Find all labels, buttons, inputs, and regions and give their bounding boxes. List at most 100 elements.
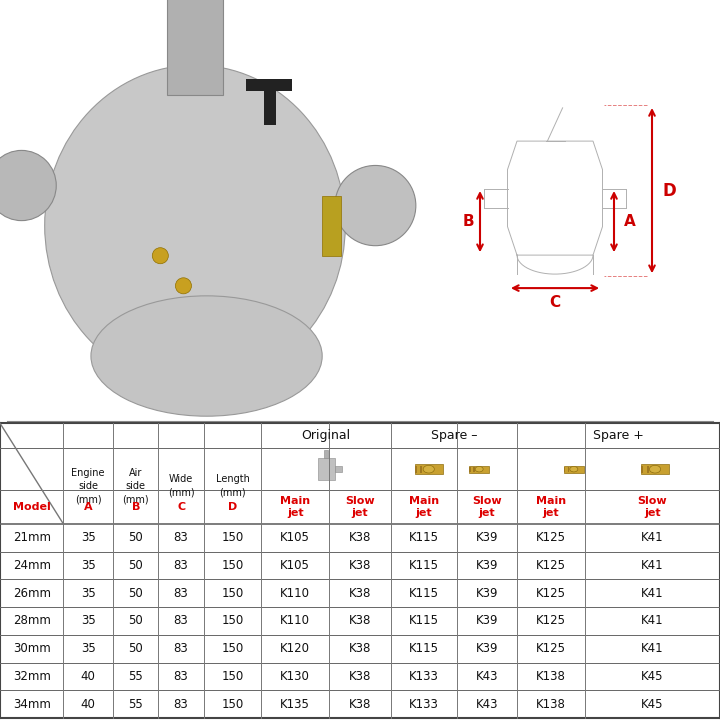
Text: Main
jet: Main jet bbox=[536, 496, 566, 518]
Text: C: C bbox=[549, 294, 561, 310]
Bar bbox=[469, 467, 471, 472]
Text: 150: 150 bbox=[222, 559, 243, 572]
Bar bbox=[264, 85, 276, 125]
Text: K43: K43 bbox=[476, 670, 498, 683]
Text: 55: 55 bbox=[128, 698, 143, 711]
Bar bbox=[564, 467, 565, 472]
Text: K120: K120 bbox=[280, 642, 310, 655]
Text: 35: 35 bbox=[81, 559, 96, 572]
Text: Original: Original bbox=[302, 429, 351, 442]
Text: Main
jet: Main jet bbox=[409, 496, 439, 518]
Text: K105: K105 bbox=[280, 559, 310, 572]
Bar bbox=[469, 466, 489, 472]
Text: K41: K41 bbox=[641, 642, 664, 655]
Text: K138: K138 bbox=[536, 698, 566, 711]
Text: 50: 50 bbox=[128, 531, 143, 544]
Text: K39: K39 bbox=[476, 531, 498, 544]
Text: K39: K39 bbox=[476, 642, 498, 655]
Text: Slow
jet: Slow jet bbox=[345, 496, 375, 518]
Text: K115: K115 bbox=[409, 642, 439, 655]
Text: 83: 83 bbox=[174, 614, 189, 627]
Text: 26mm: 26mm bbox=[13, 587, 50, 600]
Text: K138: K138 bbox=[536, 670, 566, 683]
Text: 150: 150 bbox=[222, 587, 243, 600]
Text: Slow
jet: Slow jet bbox=[637, 496, 667, 518]
Text: 150: 150 bbox=[222, 670, 243, 683]
Ellipse shape bbox=[423, 465, 434, 473]
Text: 21mm: 21mm bbox=[13, 531, 50, 544]
Text: K135: K135 bbox=[280, 698, 310, 711]
Text: Air
side
(mm): Air side (mm) bbox=[122, 468, 149, 504]
Bar bbox=[426, 466, 428, 472]
Text: A: A bbox=[84, 502, 92, 512]
Ellipse shape bbox=[0, 150, 56, 220]
Text: 34mm: 34mm bbox=[13, 698, 50, 711]
Text: Model: Model bbox=[13, 502, 50, 512]
Text: 30mm: 30mm bbox=[13, 642, 50, 655]
Text: 40: 40 bbox=[81, 670, 96, 683]
Text: K38: K38 bbox=[348, 698, 372, 711]
Text: Engine
side
(mm): Engine side (mm) bbox=[71, 468, 105, 504]
Text: K38: K38 bbox=[348, 614, 372, 627]
Text: K41: K41 bbox=[641, 587, 664, 600]
Text: Main
jet: Main jet bbox=[280, 496, 310, 518]
Bar bbox=[335, 467, 341, 472]
Text: K39: K39 bbox=[476, 614, 498, 627]
Ellipse shape bbox=[570, 467, 578, 472]
Text: 40: 40 bbox=[81, 698, 96, 711]
Text: K115: K115 bbox=[409, 614, 439, 627]
Text: K38: K38 bbox=[348, 531, 372, 544]
Circle shape bbox=[176, 278, 192, 294]
Bar bbox=[415, 464, 443, 474]
Text: K115: K115 bbox=[409, 559, 439, 572]
Text: 83: 83 bbox=[174, 531, 189, 544]
Bar bbox=[322, 196, 341, 256]
Text: K41: K41 bbox=[641, 559, 664, 572]
Text: 150: 150 bbox=[222, 531, 243, 544]
Bar bbox=[477, 467, 479, 472]
Text: K125: K125 bbox=[536, 559, 566, 572]
Text: K41: K41 bbox=[641, 531, 664, 544]
Bar bbox=[167, 0, 222, 95]
Text: 50: 50 bbox=[128, 587, 143, 600]
Text: K115: K115 bbox=[409, 587, 439, 600]
Text: 28mm: 28mm bbox=[13, 614, 50, 627]
Bar bbox=[572, 467, 573, 472]
Text: 50: 50 bbox=[128, 614, 143, 627]
Text: K39: K39 bbox=[476, 587, 498, 600]
Text: K125: K125 bbox=[536, 614, 566, 627]
Text: K110: K110 bbox=[280, 614, 310, 627]
Text: K125: K125 bbox=[536, 531, 566, 544]
Text: 50: 50 bbox=[128, 642, 143, 655]
Text: 83: 83 bbox=[174, 698, 189, 711]
Text: 32mm: 32mm bbox=[13, 670, 50, 683]
Text: K115: K115 bbox=[409, 531, 439, 544]
Text: K133: K133 bbox=[409, 670, 439, 683]
Text: B: B bbox=[462, 214, 474, 229]
Text: Length
(mm): Length (mm) bbox=[215, 474, 250, 498]
Text: K38: K38 bbox=[348, 559, 372, 572]
Text: K45: K45 bbox=[641, 698, 664, 711]
Text: K43: K43 bbox=[476, 698, 498, 711]
Text: K45: K45 bbox=[641, 670, 664, 683]
Text: Spare –: Spare – bbox=[431, 429, 477, 442]
Text: K110: K110 bbox=[280, 587, 310, 600]
Text: B: B bbox=[132, 502, 140, 512]
Text: K105: K105 bbox=[280, 531, 310, 544]
Ellipse shape bbox=[45, 65, 346, 386]
Text: 83: 83 bbox=[174, 587, 189, 600]
Bar bbox=[647, 466, 649, 472]
Text: 55: 55 bbox=[128, 670, 143, 683]
Text: 83: 83 bbox=[174, 670, 189, 683]
Text: K133: K133 bbox=[409, 698, 439, 711]
Text: A: A bbox=[624, 214, 636, 229]
Text: C: C bbox=[177, 502, 185, 512]
Ellipse shape bbox=[649, 465, 661, 473]
Text: 50: 50 bbox=[128, 559, 143, 572]
Ellipse shape bbox=[475, 467, 483, 472]
Bar bbox=[324, 449, 328, 458]
Text: 35: 35 bbox=[81, 614, 96, 627]
Bar bbox=[415, 466, 417, 472]
Text: 35: 35 bbox=[81, 642, 96, 655]
Text: K125: K125 bbox=[536, 642, 566, 655]
